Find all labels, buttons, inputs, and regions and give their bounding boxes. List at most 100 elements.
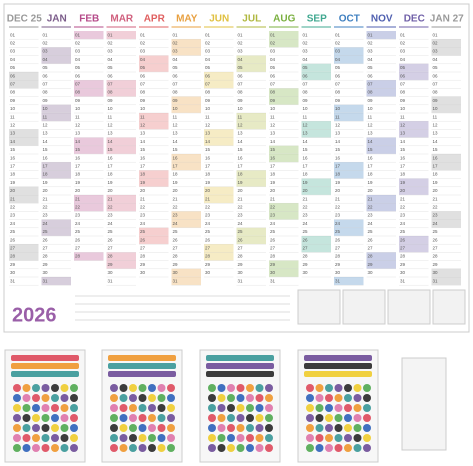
sticker-dot [13,384,21,392]
sticker-dot [363,414,371,422]
weekend-cell [139,170,169,179]
day-number: 17 [400,163,406,168]
day-number: 13 [205,131,211,136]
day-number: 23 [75,213,81,218]
sticker-dot [22,414,31,422]
day-number: 29 [433,262,439,267]
day-number: 23 [303,213,309,218]
day-number: 30 [270,270,276,275]
weekend-cell [204,129,234,138]
day-number: 03 [173,49,179,54]
day-number: 15 [173,147,179,152]
sticker-dot [236,384,245,392]
day-number: 12 [108,122,114,127]
day-number: 10 [10,106,16,111]
weekend-cell [301,178,331,187]
day-number: 09 [368,98,374,103]
sticker-dot [129,424,137,432]
day-number: 12 [238,122,244,127]
day-number: 04 [238,57,244,62]
day-number: 13 [140,131,146,136]
sticker-dot [110,414,118,422]
day-number: 14 [140,139,146,144]
day-number: 11 [270,114,275,119]
day-number: 02 [335,40,341,45]
day-number: 17 [238,163,244,168]
day-number: 29 [108,262,114,267]
weekend-cell [399,236,429,245]
day-number: 31 [433,278,439,283]
sticker-label [206,371,274,377]
sticker-dot [255,394,264,402]
day-number: 30 [140,270,146,275]
sticker-dot [353,384,362,392]
sticker-dot [306,404,314,412]
weekend-cell [301,72,331,81]
weekend-cell [431,154,461,163]
day-number: 29 [205,262,211,267]
sticker-label [108,363,176,369]
day-number: 28 [335,254,341,259]
sticker-dot [110,434,118,442]
day-number: 05 [335,65,341,70]
sticker-dot [208,384,216,392]
sticker-dot [119,434,128,442]
weekend-cell [139,121,169,130]
day-number: 25 [368,229,374,234]
day-number: 05 [173,65,179,70]
day-number: 27 [270,245,276,250]
day-number: 30 [205,270,211,275]
day-number: 08 [140,90,146,95]
sticker-dot [51,444,59,452]
day-number: 30 [173,270,179,275]
weekend-cell [9,80,39,89]
day-number: 05 [43,65,49,70]
day-number: 21 [108,196,114,201]
sticker-dot [138,394,147,402]
day-number: 14 [368,139,374,144]
sticker-dot [306,384,314,392]
day-number: 01 [400,32,406,37]
weekend-cell [106,145,136,154]
sticker-dot [353,434,362,442]
day-number: 05 [108,65,114,70]
sticker-dot [208,434,216,442]
day-number: 10 [335,106,341,111]
day-number: 08 [10,90,16,95]
sticker-dot [129,404,137,412]
day-number: 26 [10,237,16,242]
sticker-dot [344,414,352,422]
day-number: 01 [238,32,244,37]
day-number: 04 [43,57,49,62]
sticker-dot [148,404,156,412]
sticker-dot [22,444,31,452]
day-number: 19 [303,180,309,185]
sticker-dot [41,404,50,412]
sticker-dot [227,414,235,422]
day-number: 21 [270,196,276,201]
day-number: 31 [43,278,49,283]
sticker-dot [315,434,324,442]
day-number: 01 [140,32,146,37]
weekend-cell [171,39,201,48]
day-number: 22 [400,204,406,209]
sticker-dot [41,424,50,432]
sticker-dot [353,404,362,412]
weekend-cell [301,186,331,195]
day-number: 05 [10,65,16,70]
sticker-dot [208,424,216,432]
day-number: 10 [205,106,211,111]
weekend-cell [431,47,461,56]
day-number: 07 [108,81,114,86]
sticker-dot [157,444,166,452]
day-number: 27 [238,245,244,250]
day-number: 03 [108,49,114,54]
day-number: 07 [368,81,374,86]
day-number: 18 [140,172,146,177]
weekend-cell [366,88,396,97]
sticker-dot [138,424,147,432]
sticker-dot [363,384,371,392]
sticker-dot [217,384,226,392]
weekend-cell [334,227,364,236]
